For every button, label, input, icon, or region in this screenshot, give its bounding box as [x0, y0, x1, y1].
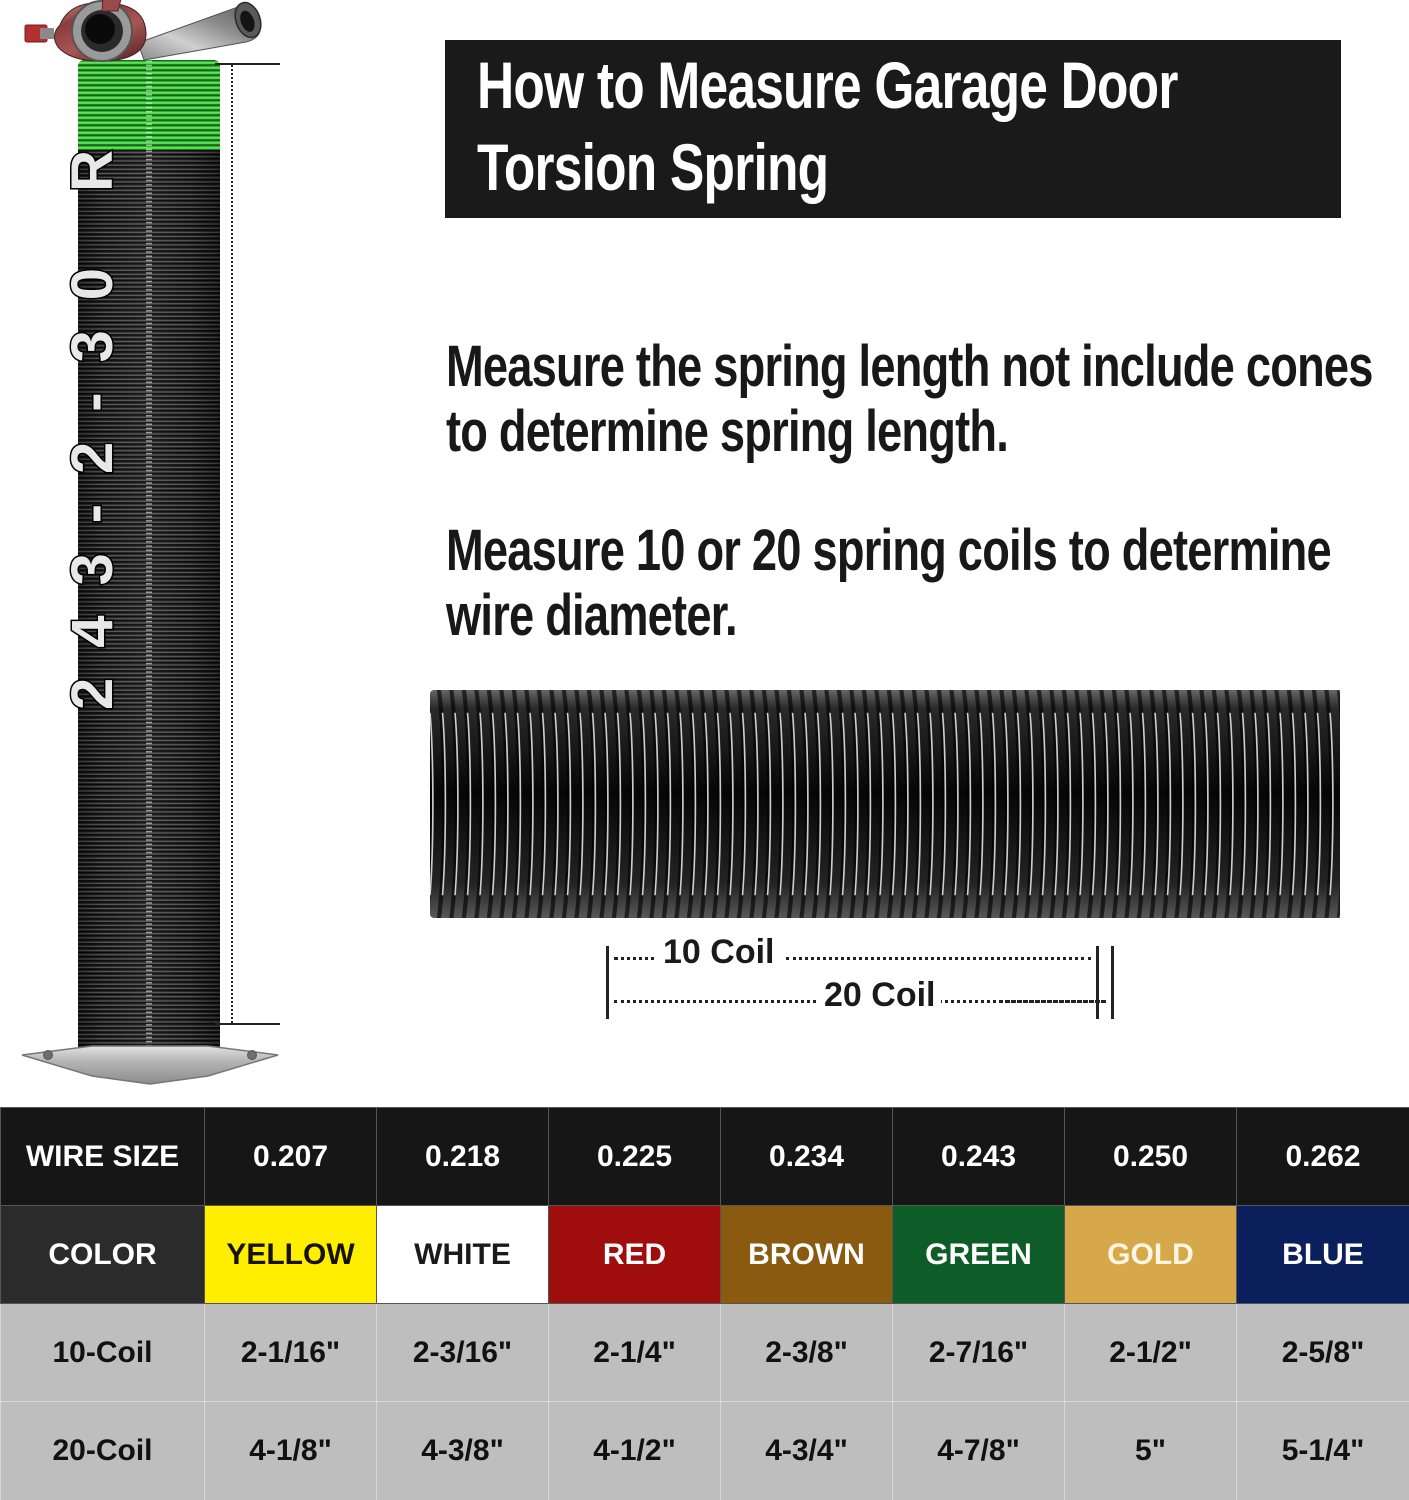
svg-text:243-2-30 R: 243-2-30 R: [60, 150, 125, 710]
